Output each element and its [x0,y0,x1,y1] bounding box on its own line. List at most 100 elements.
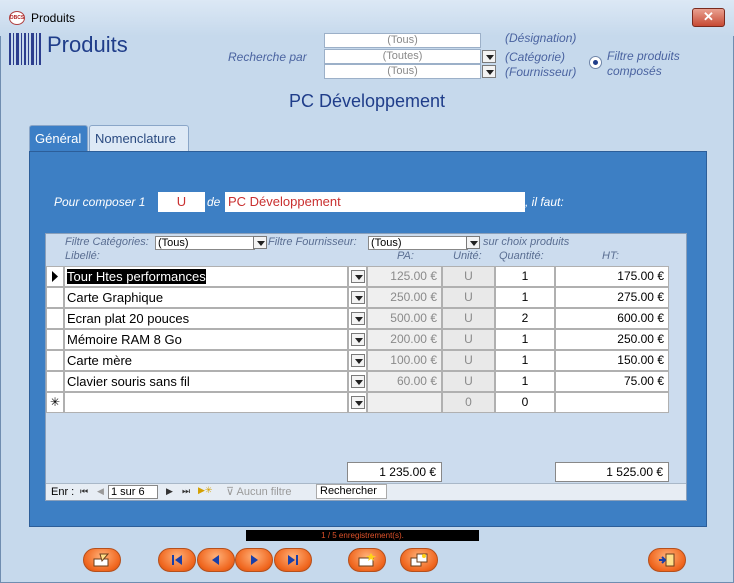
table-row-quantite[interactable]: 1 [495,266,555,287]
tab-nomenclature[interactable]: Nomenclature [89,125,189,152]
last-record-icon[interactable]: ⏭ [182,486,191,496]
no-filter-button[interactable]: ⊽ Aucun filtre [226,485,292,498]
table-row-ht: 600.00 € [555,308,669,329]
chevron-down-icon[interactable] [351,354,365,367]
row-selector[interactable] [46,350,64,371]
close-icon: ✕ [703,9,714,24]
new-row-unite: 0 [442,392,495,413]
row-selector[interactable] [46,287,64,308]
compose-product-field[interactable]: PC Développement [225,192,525,212]
barcode-icon [9,33,41,65]
libelle-dropdown-cell[interactable] [348,392,367,413]
filter-category-label: Filtre Catégories: [65,236,149,248]
new-row-libelle[interactable] [64,392,348,413]
compose-unit-field[interactable]: U [158,192,205,212]
libelle-dropdown-cell[interactable] [348,287,367,308]
composed-filter-label-line1: Filtre produits [607,49,680,63]
chevron-down-icon[interactable] [351,333,365,346]
new-record-icon[interactable]: ▶✳ [198,485,213,495]
close-button[interactable]: ✕ [692,8,725,27]
category-hint: (Catégorie) [505,50,566,64]
first-record-button[interactable] [158,548,196,572]
compose-de-label: de [207,195,221,209]
supplier-dropdown-button[interactable] [482,65,496,78]
supplier-select[interactable]: (Tous) [324,64,481,79]
table-row-ht: 150.00 € [555,350,669,371]
previous-record-icon[interactable]: ◀ [97,486,104,496]
composed-filter-label-line2: composés [607,64,662,78]
product-name: PC Développement [288,91,446,111]
category-select[interactable]: (Toutes) [324,49,481,64]
new-row-ht [555,392,669,413]
edit-button[interactable] [83,548,121,572]
row-selector[interactable] [46,329,64,350]
libelle-dropdown-cell[interactable] [348,371,367,392]
filter-supplier-label: Filtre Fournisseur: [268,236,357,248]
libelle-dropdown-cell[interactable] [348,266,367,287]
table-row-libelle[interactable]: Carte Graphique [64,287,348,308]
search-input[interactable]: Rechercher [316,484,387,499]
next-record-button[interactable] [235,548,273,572]
table-row-libelle[interactable]: Tour Htes performances [64,266,348,287]
category-dropdown-button[interactable] [482,50,496,63]
libelle-dropdown-cell[interactable] [348,329,367,350]
table-row-pa: 200.00 € [367,329,442,350]
window-title: Produits [31,11,76,25]
table-row-unite: U [442,371,495,392]
column-header-ht: HT: [602,250,619,262]
composed-filter-radio[interactable] [589,56,602,69]
row-selector[interactable] [46,371,64,392]
table-row-libelle[interactable]: Ecran plat 20 pouces [64,308,348,329]
table-row-ht: 175.00 € [555,266,669,287]
total-pa: 1 235.00 € [347,462,442,482]
filter-category-dropdown[interactable] [253,236,267,249]
designation-search-input[interactable]: (Tous) [324,33,481,48]
chevron-down-icon[interactable] [351,291,365,304]
table-row-quantite[interactable]: 1 [495,350,555,371]
table-row-ht: 275.00 € [555,287,669,308]
chevron-down-icon[interactable] [351,312,365,325]
filter-supplier-dropdown[interactable] [466,236,480,249]
table-row-pa: 100.00 € [367,350,442,371]
new-record-selector[interactable]: ✳ [46,392,64,413]
selected-libelle-text: Tour Htes performances [67,269,206,284]
tab-general[interactable]: Général [29,125,88,152]
next-record-icon[interactable]: ▶ [166,486,173,496]
table-row-libelle[interactable]: Mémoire RAM 8 Go [64,329,348,350]
table-row-unite: U [442,266,495,287]
table-row-quantite[interactable]: 1 [495,329,555,350]
table-row-unite: U [442,287,495,308]
filter-category-select[interactable]: (Tous) [155,236,255,250]
new-record-icon [358,553,376,567]
app-icon: DBCS [9,11,25,25]
duplicate-button[interactable] [400,548,438,572]
new-record-button[interactable] [348,548,386,572]
row-selector[interactable] [46,308,64,329]
table-row-libelle[interactable]: Carte mère [64,350,348,371]
first-icon [172,555,182,565]
page-title: Produits [47,32,128,57]
table-row-pa: 125.00 € [367,266,442,287]
filter-supplier-select[interactable]: (Tous) [368,236,468,250]
chevron-down-icon[interactable] [351,375,365,388]
column-header-libelle: Libellé: [65,250,100,262]
exit-button[interactable] [648,548,686,572]
chevron-down-icon[interactable] [351,396,365,409]
table-row-libelle[interactable]: Clavier souris sans fil [64,371,348,392]
table-row-ht: 250.00 € [555,329,669,350]
edit-icon [93,553,110,567]
table-row-quantite[interactable]: 1 [495,371,555,392]
new-row-quantite[interactable]: 0 [495,392,555,413]
libelle-dropdown-cell[interactable] [348,350,367,371]
table-row-quantite[interactable]: 1 [495,287,555,308]
first-record-icon[interactable]: ⏮ [80,486,89,496]
column-header-pa: PA: [397,250,414,262]
table-row-quantite[interactable]: 2 [495,308,555,329]
record-number-input[interactable]: 1 sur 6 [108,485,158,499]
chevron-down-icon[interactable] [351,270,365,283]
libelle-dropdown-cell[interactable] [348,308,367,329]
last-record-button[interactable] [274,548,312,572]
previous-record-button[interactable] [197,548,235,572]
filter-suffix-label: sur choix produits [483,236,570,248]
row-selector[interactable] [46,266,64,287]
